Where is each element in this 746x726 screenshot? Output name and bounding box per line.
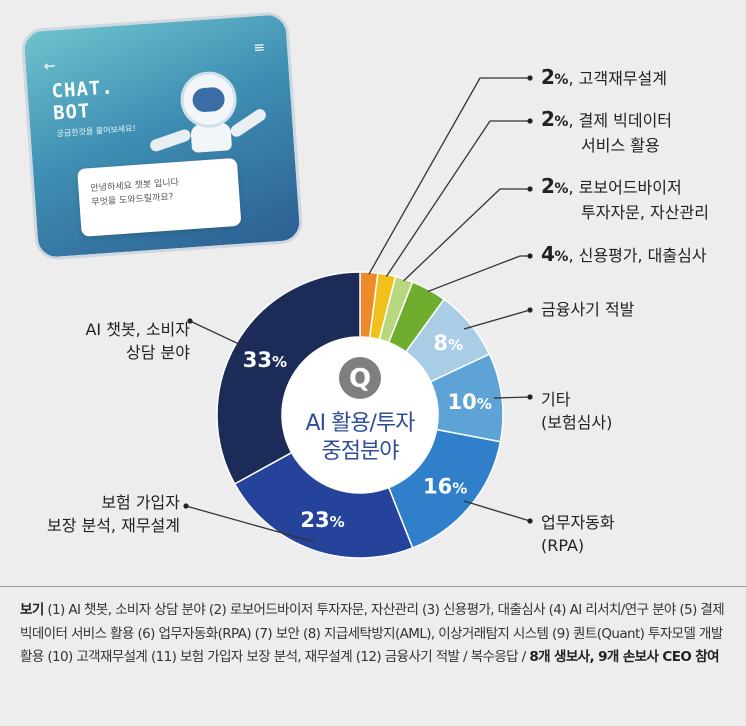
callout-line: AI 챗봇, 소비자 — [85, 320, 190, 339]
legend-key: 보기 — [20, 602, 44, 618]
callout-percent: 2 — [541, 107, 555, 131]
callout-percent-sign: % — [554, 181, 569, 197]
callout-percent-sign: % — [554, 72, 569, 88]
callout-percent-sign: % — [554, 249, 569, 265]
leader-line-4 — [493, 396, 531, 399]
donut-hole — [282, 337, 438, 493]
callout-text: , 결제 빅데이터 — [568, 111, 673, 130]
callout-percent: 4 — [541, 242, 555, 266]
callout-line: 보장 분석, 재무설계 — [46, 516, 180, 535]
callout-line: 4%, 신용평가, 대출심사 — [541, 243, 707, 269]
callout-line: (보험심사) — [541, 413, 613, 432]
callout-line: 2%, 결제 빅데이터 — [541, 108, 672, 134]
callout-label-6: 4%, 신용평가, 대출심사 — [541, 243, 707, 269]
leader-dot-8 — [527, 118, 533, 124]
callout-label-4: 기타 (보험심사) — [541, 388, 612, 434]
callout-line: 보험 가입자 — [101, 493, 180, 512]
leader-line-2 — [185, 505, 315, 543]
callout-line: 금융사기 적발 — [541, 300, 635, 319]
callout-line: 2%, 로보어드바이저 — [541, 175, 709, 201]
leader-dot-3 — [527, 518, 533, 524]
slice-percent-4: 10% — [447, 390, 491, 414]
legend-note: 보기 (1) AI 챗봇, 소비자 상담 분야 (2) 로보어드바이저 투자자문… — [0, 586, 746, 726]
leader-line-1 — [189, 320, 245, 347]
callout-percent: 2 — [541, 65, 555, 89]
leader-dot-9 — [527, 75, 533, 81]
callout-text: , 고객재무설계 — [568, 69, 667, 88]
callout-label-5: 금융사기 적발 — [541, 298, 634, 321]
leader-dot-2 — [183, 503, 189, 509]
donut-chart: Q AI 활용/투자 중점분야 33% 23% 16% 10% 8% — [183, 75, 533, 559]
leader-line-8 — [385, 120, 530, 277]
q-badge-icon — [339, 357, 381, 399]
callout-line: 상담 분야 — [126, 343, 190, 362]
callout-line: 서비스 활용 — [581, 136, 660, 155]
callout-text: , 신용평가, 대출심사 — [568, 246, 707, 265]
callout-percent-sign: % — [554, 114, 569, 130]
callout-line: (RPA) — [541, 536, 585, 555]
leader-line-3 — [463, 500, 531, 522]
callout-label-3: 업무자동화 (RPA) — [541, 511, 615, 557]
leader-line-7 — [403, 188, 530, 282]
leader-dot-4 — [527, 394, 533, 400]
legend-body: (1) AI 챗봇, 소비자 상담 분야 (2) 로보어드바이저 투자자문, 자… — [20, 602, 725, 665]
leader-dot-5 — [527, 307, 533, 313]
leader-dot-6 — [527, 253, 533, 259]
slice-percent-5: 8% — [433, 331, 463, 355]
callout-line: 기타 — [541, 390, 571, 409]
leader-line-5 — [463, 309, 531, 330]
callout-text: , 로보어드바이저 — [568, 178, 682, 197]
slice-percent-1: 33% — [243, 348, 287, 372]
center-title-line2: 중점분야 — [322, 439, 400, 464]
center-title-line1: AI 활용/투자 — [306, 411, 416, 436]
legend-tail: 8개 생보사, 9개 손보사 CEO 참여 — [529, 649, 719, 665]
q-badge-letter: Q — [349, 364, 371, 394]
slice-percent-labels: 33% 23% 16% 10% 8% — [243, 331, 492, 532]
callout-label-9: 2%, 고객재무설계 — [541, 66, 667, 92]
leader-lines — [183, 75, 533, 543]
legend-text: 보기 (1) AI 챗봇, 소비자 상담 분야 (2) 로보어드바이저 투자자문… — [20, 599, 732, 670]
callout-line: 2%, 고객재무설계 — [541, 66, 667, 92]
callout-line: 투자자문, 자산관리 — [581, 203, 709, 222]
slice-percent-2: 23% — [300, 508, 344, 532]
callout-percent: 2 — [541, 174, 555, 198]
leader-dot-7 — [527, 186, 533, 192]
callout-line: 업무자동화 — [541, 513, 615, 532]
leader-line-6 — [427, 255, 530, 293]
slice-percent-3: 16% — [423, 474, 467, 498]
leader-dot-1 — [187, 318, 193, 324]
leader-line-9 — [368, 77, 530, 275]
